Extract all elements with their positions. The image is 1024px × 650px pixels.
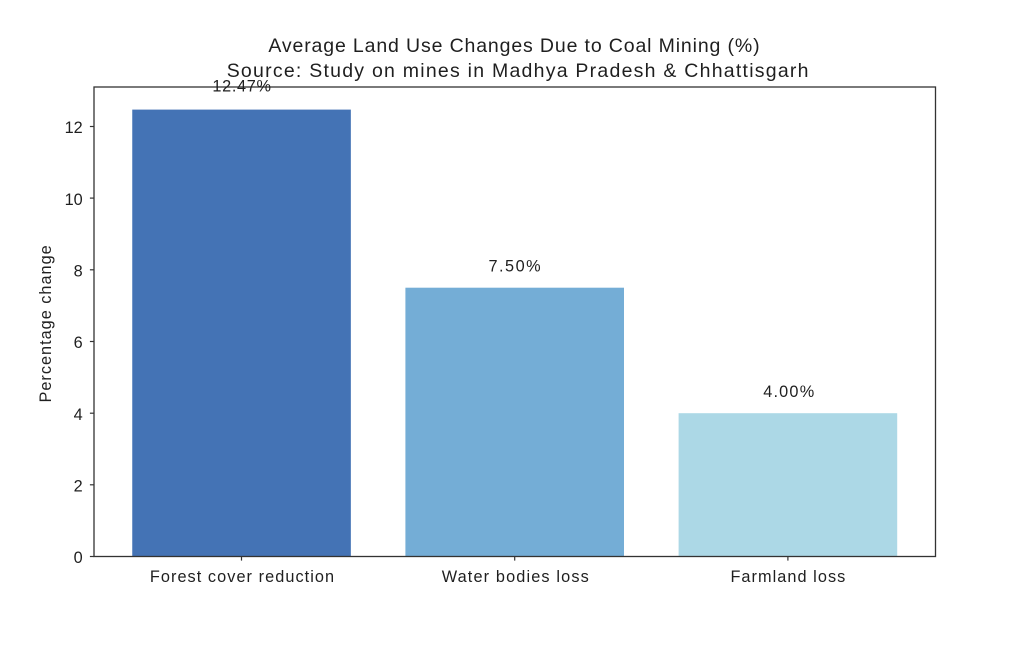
- svg-text:Forest cover reduction: Forest cover reduction: [150, 568, 335, 586]
- svg-text:Percentage change: Percentage change: [37, 244, 55, 402]
- svg-text:12.47%: 12.47%: [212, 78, 271, 96]
- svg-text:Source: Study on mines in Madh: Source: Study on mines in Madhya Pradesh…: [227, 60, 810, 82]
- svg-text:Farmland loss: Farmland loss: [730, 568, 846, 586]
- svg-text:6: 6: [74, 334, 83, 352]
- svg-text:0: 0: [74, 549, 83, 567]
- svg-text:7.50%: 7.50%: [489, 258, 543, 276]
- svg-text:2: 2: [74, 478, 83, 496]
- svg-text:10: 10: [65, 191, 83, 209]
- svg-text:Water bodies loss: Water bodies loss: [442, 568, 590, 586]
- svg-text:12: 12: [65, 119, 83, 137]
- svg-text:4.00%: 4.00%: [763, 383, 815, 401]
- svg-text:8: 8: [74, 263, 83, 281]
- svg-text:Average Land Use Changes Due t: Average Land Use Changes Due to Coal Min…: [268, 35, 760, 57]
- svg-text:4: 4: [74, 406, 83, 424]
